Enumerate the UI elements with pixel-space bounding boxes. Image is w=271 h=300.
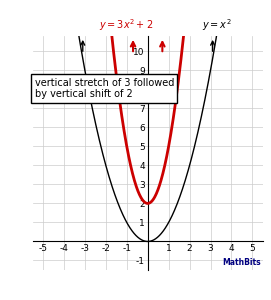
Text: MathBits: MathBits <box>222 258 261 267</box>
Text: $y = 3x^2 + 2$: $y = 3x^2 + 2$ <box>99 17 153 33</box>
Text: $y = x^2$: $y = x^2$ <box>202 17 232 33</box>
Text: vertical stretch of 3 followed
by vertical shift of 2: vertical stretch of 3 followed by vertic… <box>35 78 174 100</box>
